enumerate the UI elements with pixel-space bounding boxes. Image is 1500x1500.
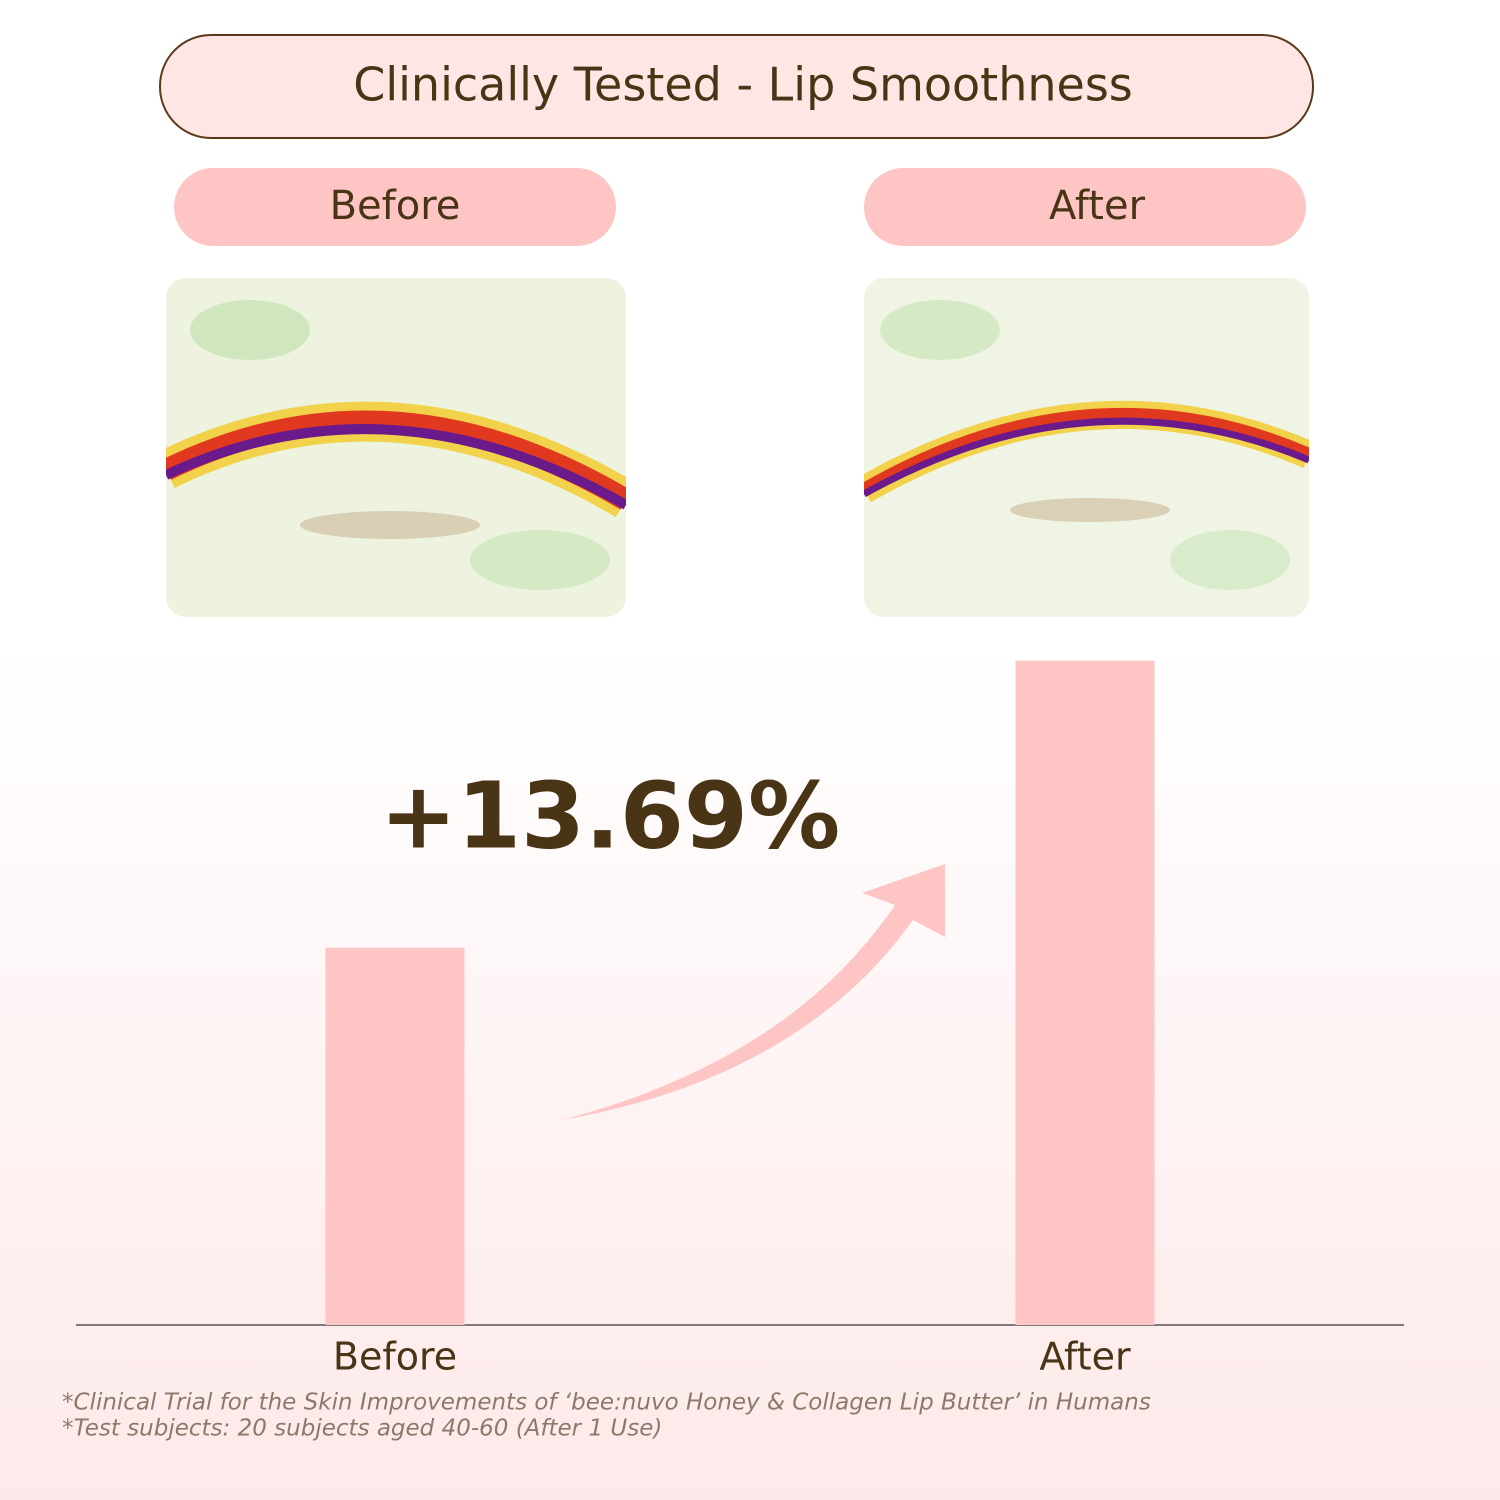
- title: Clinically Tested - Lip Smoothness: [353, 58, 1133, 112]
- x-tick-label: Before: [333, 1335, 457, 1379]
- annotation: +13.69%: [380, 762, 840, 869]
- panel-label: After: [1049, 183, 1146, 229]
- bar: [325, 947, 465, 1325]
- footnote: *Clinical Trial for the Skin Improvement…: [62, 1390, 1151, 1416]
- bars: Before After: [325, 660, 1155, 1379]
- footnote: *Test subjects: 20 subjects aged 40-60 (…: [62, 1416, 662, 1442]
- after-image: [864, 278, 1309, 617]
- title-pill: [159, 34, 1314, 139]
- panel-pill: [174, 168, 616, 246]
- bar: [1015, 660, 1155, 1325]
- x-tick-label: After: [1039, 1335, 1131, 1379]
- arrow: [562, 864, 945, 1120]
- before-image: [166, 278, 626, 617]
- panel-label: Before: [330, 183, 461, 229]
- panel-pill: [864, 168, 1306, 246]
